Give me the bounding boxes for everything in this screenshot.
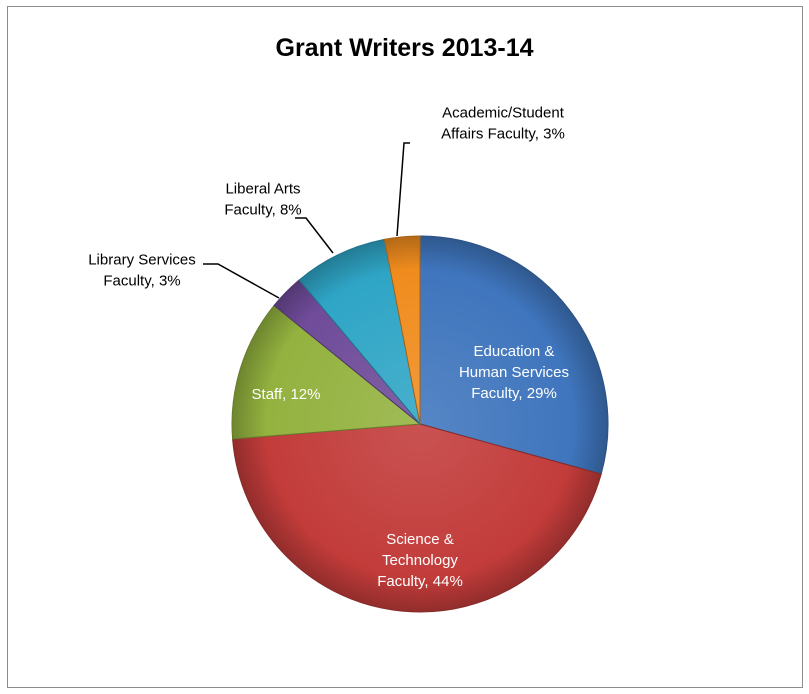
labels-layer: Education & Human Services Faculty, 29% Sci… bbox=[88, 105, 569, 591]
slice-label-line: Affairs Faculty, 3% bbox=[441, 126, 565, 143]
slice-label-2: Science & Technology Faculty, 44% bbox=[377, 531, 463, 590]
slice-label-6: Academic/Student Affairs Faculty, 3% bbox=[441, 105, 565, 143]
slice-label-line: Staff, 12% bbox=[252, 386, 321, 403]
slices-layer bbox=[231, 235, 609, 613]
slice-label-line: Faculty, 44% bbox=[377, 573, 463, 590]
leader-line-5 bbox=[295, 217, 334, 254]
slice-label-1: Education & Human Services Faculty, 29% bbox=[459, 343, 569, 402]
slice-label-line: Education & bbox=[474, 343, 555, 360]
slice-label-3: Staff, 12% bbox=[252, 386, 321, 403]
slice-label-line: Academic/Student bbox=[442, 105, 565, 122]
leader-lines-layer bbox=[203, 142, 410, 299]
slice-label-5: Liberal Arts Faculty, 8% bbox=[224, 181, 301, 219]
slice-label-line: Human Services bbox=[459, 364, 569, 381]
pie-slice-1 bbox=[419, 235, 609, 475]
slice-label-line: Faculty, 8% bbox=[224, 202, 301, 219]
pie-slice-5 bbox=[298, 238, 421, 426]
chart-title: Grant Writers 2013-14 bbox=[275, 34, 534, 62]
slice-label-line: Science & bbox=[386, 531, 454, 548]
pie-slice-2 bbox=[232, 423, 602, 613]
pie-slice-6 bbox=[383, 235, 421, 425]
slice-label-line: Faculty, 29% bbox=[471, 385, 557, 402]
slice-label-line: Library Services bbox=[88, 252, 196, 269]
slice-label-line: Technology bbox=[382, 552, 458, 569]
slice-label-line: Liberal Arts bbox=[225, 181, 300, 198]
leader-line-6 bbox=[396, 142, 410, 237]
slice-label-line: Faculty, 3% bbox=[103, 273, 180, 290]
slice-label-4: Library Services Faculty, 3% bbox=[88, 252, 196, 290]
pie-slice-3 bbox=[231, 304, 422, 440]
leader-line-4 bbox=[203, 263, 280, 299]
